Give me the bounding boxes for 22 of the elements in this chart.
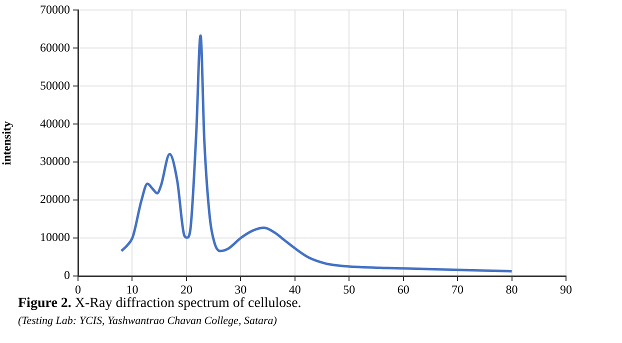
y-tick-label: 50000: [40, 78, 70, 92]
x-tick-label: 50: [343, 282, 356, 296]
x-tick-label: 0: [75, 282, 81, 296]
y-tick-label: 40000: [40, 116, 70, 130]
y-axis-title: intensity: [0, 121, 14, 166]
x-tick-label: 90: [560, 282, 572, 296]
y-tick-label: 30000: [40, 154, 70, 168]
y-tick-label: 0: [64, 268, 70, 282]
x-tick-label: 60: [397, 282, 410, 296]
text: (Testing Lab: YCIS, Yashwantrao Chavan College, Satara): [18, 314, 278, 328]
x-tick-label: 10: [126, 282, 138, 296]
y-tick-label: 20000: [40, 192, 70, 206]
y-tick-label: 60000: [40, 40, 70, 54]
caption: Figure 2. X-Ray diffraction spectrum of cellulose.: [18, 296, 302, 312]
x-tick-label: 80: [506, 282, 518, 296]
y-tick-label: 10000: [40, 230, 70, 244]
x-tick-label: 40: [288, 282, 301, 296]
y-tick-label: 70000: [40, 2, 70, 16]
x-tick-label: 70: [452, 282, 464, 296]
x-tick-label: 30: [234, 282, 247, 296]
line-series: [120, 34, 514, 273]
x-tick-label: 20: [180, 282, 192, 296]
